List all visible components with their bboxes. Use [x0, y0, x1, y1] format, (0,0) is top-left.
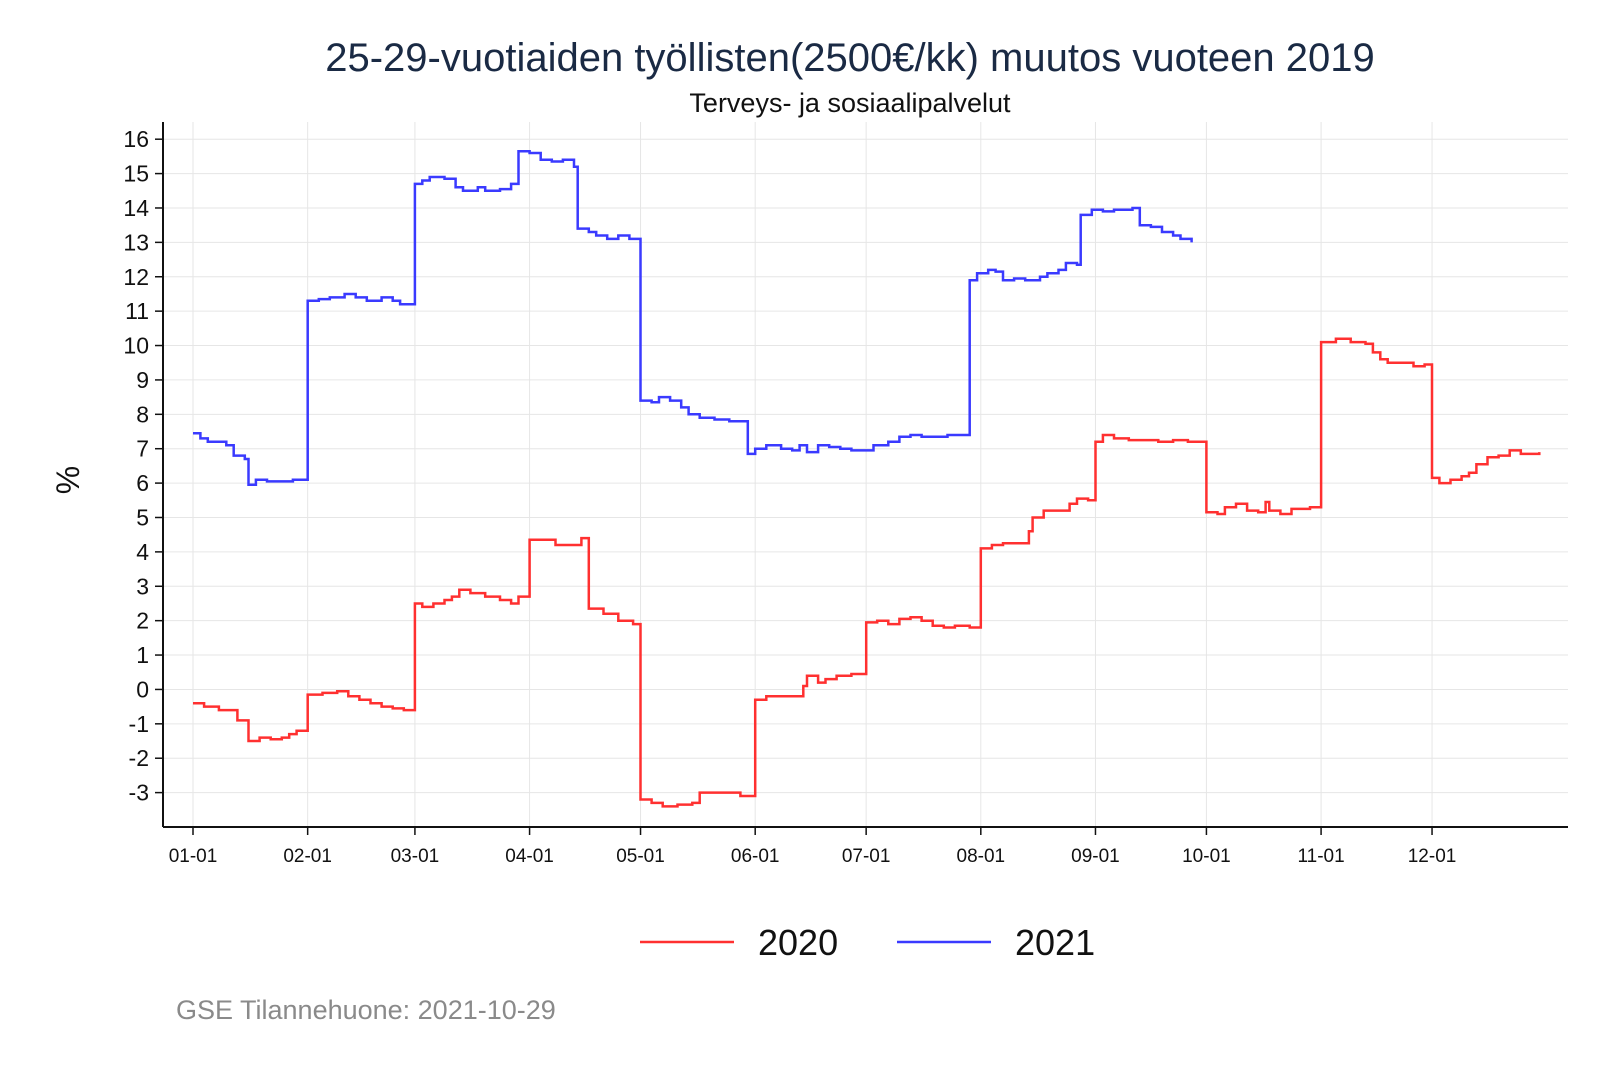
y-tick-label: 15	[123, 161, 149, 187]
x-tick-label: 08-01	[957, 846, 1006, 867]
y-tick-label: 16	[123, 126, 149, 152]
y-tick-label: 0	[136, 676, 149, 702]
series-line-2021	[193, 149, 1193, 487]
x-tick-label: 01-01	[169, 846, 218, 867]
x-tick-label: 09-01	[1071, 846, 1120, 867]
y-tick-label: -1	[129, 711, 149, 737]
y-tick-label: -3	[129, 780, 149, 806]
y-tick-label: 7	[136, 436, 149, 462]
y-tick-label: 11	[125, 298, 149, 324]
y-tick-label: 3	[136, 573, 149, 599]
y-tick-label: 6	[136, 470, 149, 496]
x-tick-label: 02-01	[283, 846, 332, 867]
y-tick-label: 9	[136, 367, 149, 393]
chart-title: 25-29-vuotiaiden työllisten(2500€/kk) mu…	[325, 36, 1375, 80]
chart-subtitle: Terveys- ja sosiaalipalvelut	[689, 88, 1011, 118]
y-tick-label: 10	[123, 333, 149, 359]
series-group	[193, 149, 1541, 808]
y-tick-label: -2	[129, 745, 149, 771]
y-tick-label: 8	[136, 401, 149, 427]
series-line-2020	[193, 337, 1541, 808]
y-tick-label: 12	[123, 264, 149, 290]
legend-label-2021: 2021	[1015, 922, 1095, 963]
y-tick-label: 2	[136, 608, 149, 634]
y-tick-label: 13	[123, 229, 149, 255]
y-tick-label: 4	[136, 539, 149, 565]
x-tick-label: 07-01	[842, 846, 891, 867]
legend: 2020 2021	[640, 922, 1095, 963]
grid	[163, 122, 1568, 827]
legend-label-2020: 2020	[758, 922, 838, 963]
x-tick-label: 06-01	[731, 846, 780, 867]
source-note: GSE Tilannehuone: 2021-10-29	[176, 995, 556, 1025]
x-tick-label: 10-01	[1182, 846, 1231, 867]
x-tick-label: 12-01	[1408, 846, 1457, 867]
y-tick-label: 1	[136, 642, 149, 668]
x-tick-label: 05-01	[616, 846, 665, 867]
x-tick-label: 03-01	[391, 846, 440, 867]
y-tick-label: 5	[136, 504, 149, 530]
y-tick-label: 14	[123, 195, 149, 221]
x-tick-label: 04-01	[505, 846, 554, 867]
x-tick-label: 11-01	[1297, 846, 1344, 867]
